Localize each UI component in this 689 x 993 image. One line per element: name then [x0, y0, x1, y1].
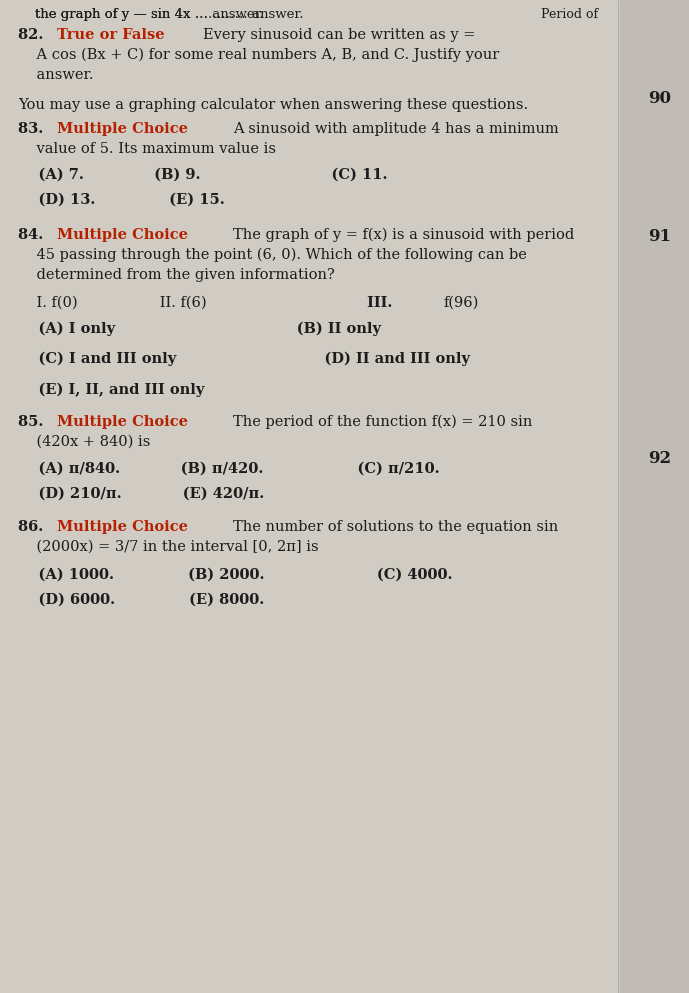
- Text: (2000x) = 3/7 in the interval [0, 2π] is: (2000x) = 3/7 in the interval [0, 2π] is: [18, 540, 318, 554]
- Text: (A) I only: (A) I only: [18, 322, 115, 337]
- Text: Multiple Choice: Multiple Choice: [57, 122, 194, 136]
- Text: Multiple Choice: Multiple Choice: [57, 415, 194, 429]
- Text: (E) 420/π.: (E) 420/π.: [152, 487, 264, 501]
- Text: 82.: 82.: [18, 28, 48, 42]
- Text: (B) 9.: (B) 9.: [103, 168, 200, 182]
- Text: Multiple Choice: Multiple Choice: [57, 520, 194, 534]
- Text: Every sinusoid can be written as y =: Every sinusoid can be written as y =: [203, 28, 475, 42]
- Text: (E) 8000.: (E) 8000.: [143, 593, 265, 607]
- Text: True or False: True or False: [57, 28, 170, 42]
- Text: (420x + 840) is: (420x + 840) is: [18, 435, 150, 449]
- Text: A cos (Bx + C) for some real numbers A, B, and C. Justify your: A cos (Bx + C) for some real numbers A, …: [18, 48, 500, 63]
- Text: II. f(6): II. f(6): [95, 296, 207, 310]
- Text: (D) 13.: (D) 13.: [18, 193, 95, 207]
- Text: Period of: Period of: [541, 8, 598, 21]
- Text: The period of the function f(x) = 210 sin: The period of the function f(x) = 210 si…: [233, 415, 533, 429]
- Text: (D) 210/π.: (D) 210/π.: [18, 487, 122, 501]
- Text: (D) II and III only: (D) II and III only: [222, 352, 470, 366]
- Text: The graph of y = f(x) is a sinusoid with period: The graph of y = f(x) is a sinusoid with…: [233, 228, 574, 242]
- Text: the graph of y — sin 4x … answer.: the graph of y — sin 4x … answer.: [18, 8, 264, 21]
- Text: the graph of y — sin 4x ………… answer.: the graph of y — sin 4x ………… answer.: [18, 8, 303, 21]
- Text: 84.: 84.: [18, 228, 48, 242]
- Bar: [620, 0, 689, 993]
- Text: 85.: 85.: [18, 415, 48, 429]
- Bar: [0, 0, 620, 993]
- Text: (B) 2000.: (B) 2000.: [142, 568, 265, 582]
- Text: A sinusoid with amplitude 4 has a minimum: A sinusoid with amplitude 4 has a minimu…: [233, 122, 559, 136]
- Text: The number of solutions to the equation sin: The number of solutions to the equation …: [233, 520, 558, 534]
- Text: 86.: 86.: [18, 520, 48, 534]
- Text: 83.: 83.: [18, 122, 48, 136]
- Text: (A) π/840.: (A) π/840.: [18, 462, 120, 476]
- Text: 90: 90: [648, 90, 671, 107]
- Text: You may use a graphing calculator when answering these questions.: You may use a graphing calculator when a…: [18, 98, 528, 112]
- Text: value of 5. Its maximum value is: value of 5. Its maximum value is: [18, 142, 276, 156]
- Text: I. f(0): I. f(0): [18, 296, 78, 310]
- Text: (C) I and III only: (C) I and III only: [18, 352, 176, 366]
- Text: (B) II only: (B) II only: [143, 322, 381, 337]
- Text: (E) 15.: (E) 15.: [118, 193, 225, 207]
- Text: (A) 1000.: (A) 1000.: [18, 568, 114, 582]
- Text: f(96): f(96): [444, 296, 479, 310]
- Text: (E) I, II, and III only: (E) I, II, and III only: [18, 383, 205, 397]
- Text: III.: III.: [239, 296, 398, 310]
- Text: answer.: answer.: [18, 68, 94, 82]
- Text: (A) 7.: (A) 7.: [18, 168, 84, 182]
- Text: 45 passing through the point (6, 0). Which of the following can be: 45 passing through the point (6, 0). Whi…: [18, 248, 527, 262]
- Text: (C) 11.: (C) 11.: [229, 168, 387, 182]
- Text: (D) 6000.: (D) 6000.: [18, 593, 115, 607]
- Text: 91: 91: [648, 228, 671, 245]
- Text: Multiple Choice: Multiple Choice: [57, 228, 194, 242]
- Text: (C) π/210.: (C) π/210.: [296, 462, 440, 476]
- Text: (C) 4000.: (C) 4000.: [300, 568, 453, 582]
- Text: (B) π/420.: (B) π/420.: [150, 462, 263, 476]
- Text: determined from the given information?: determined from the given information?: [18, 268, 335, 282]
- Text: 92: 92: [648, 450, 671, 467]
